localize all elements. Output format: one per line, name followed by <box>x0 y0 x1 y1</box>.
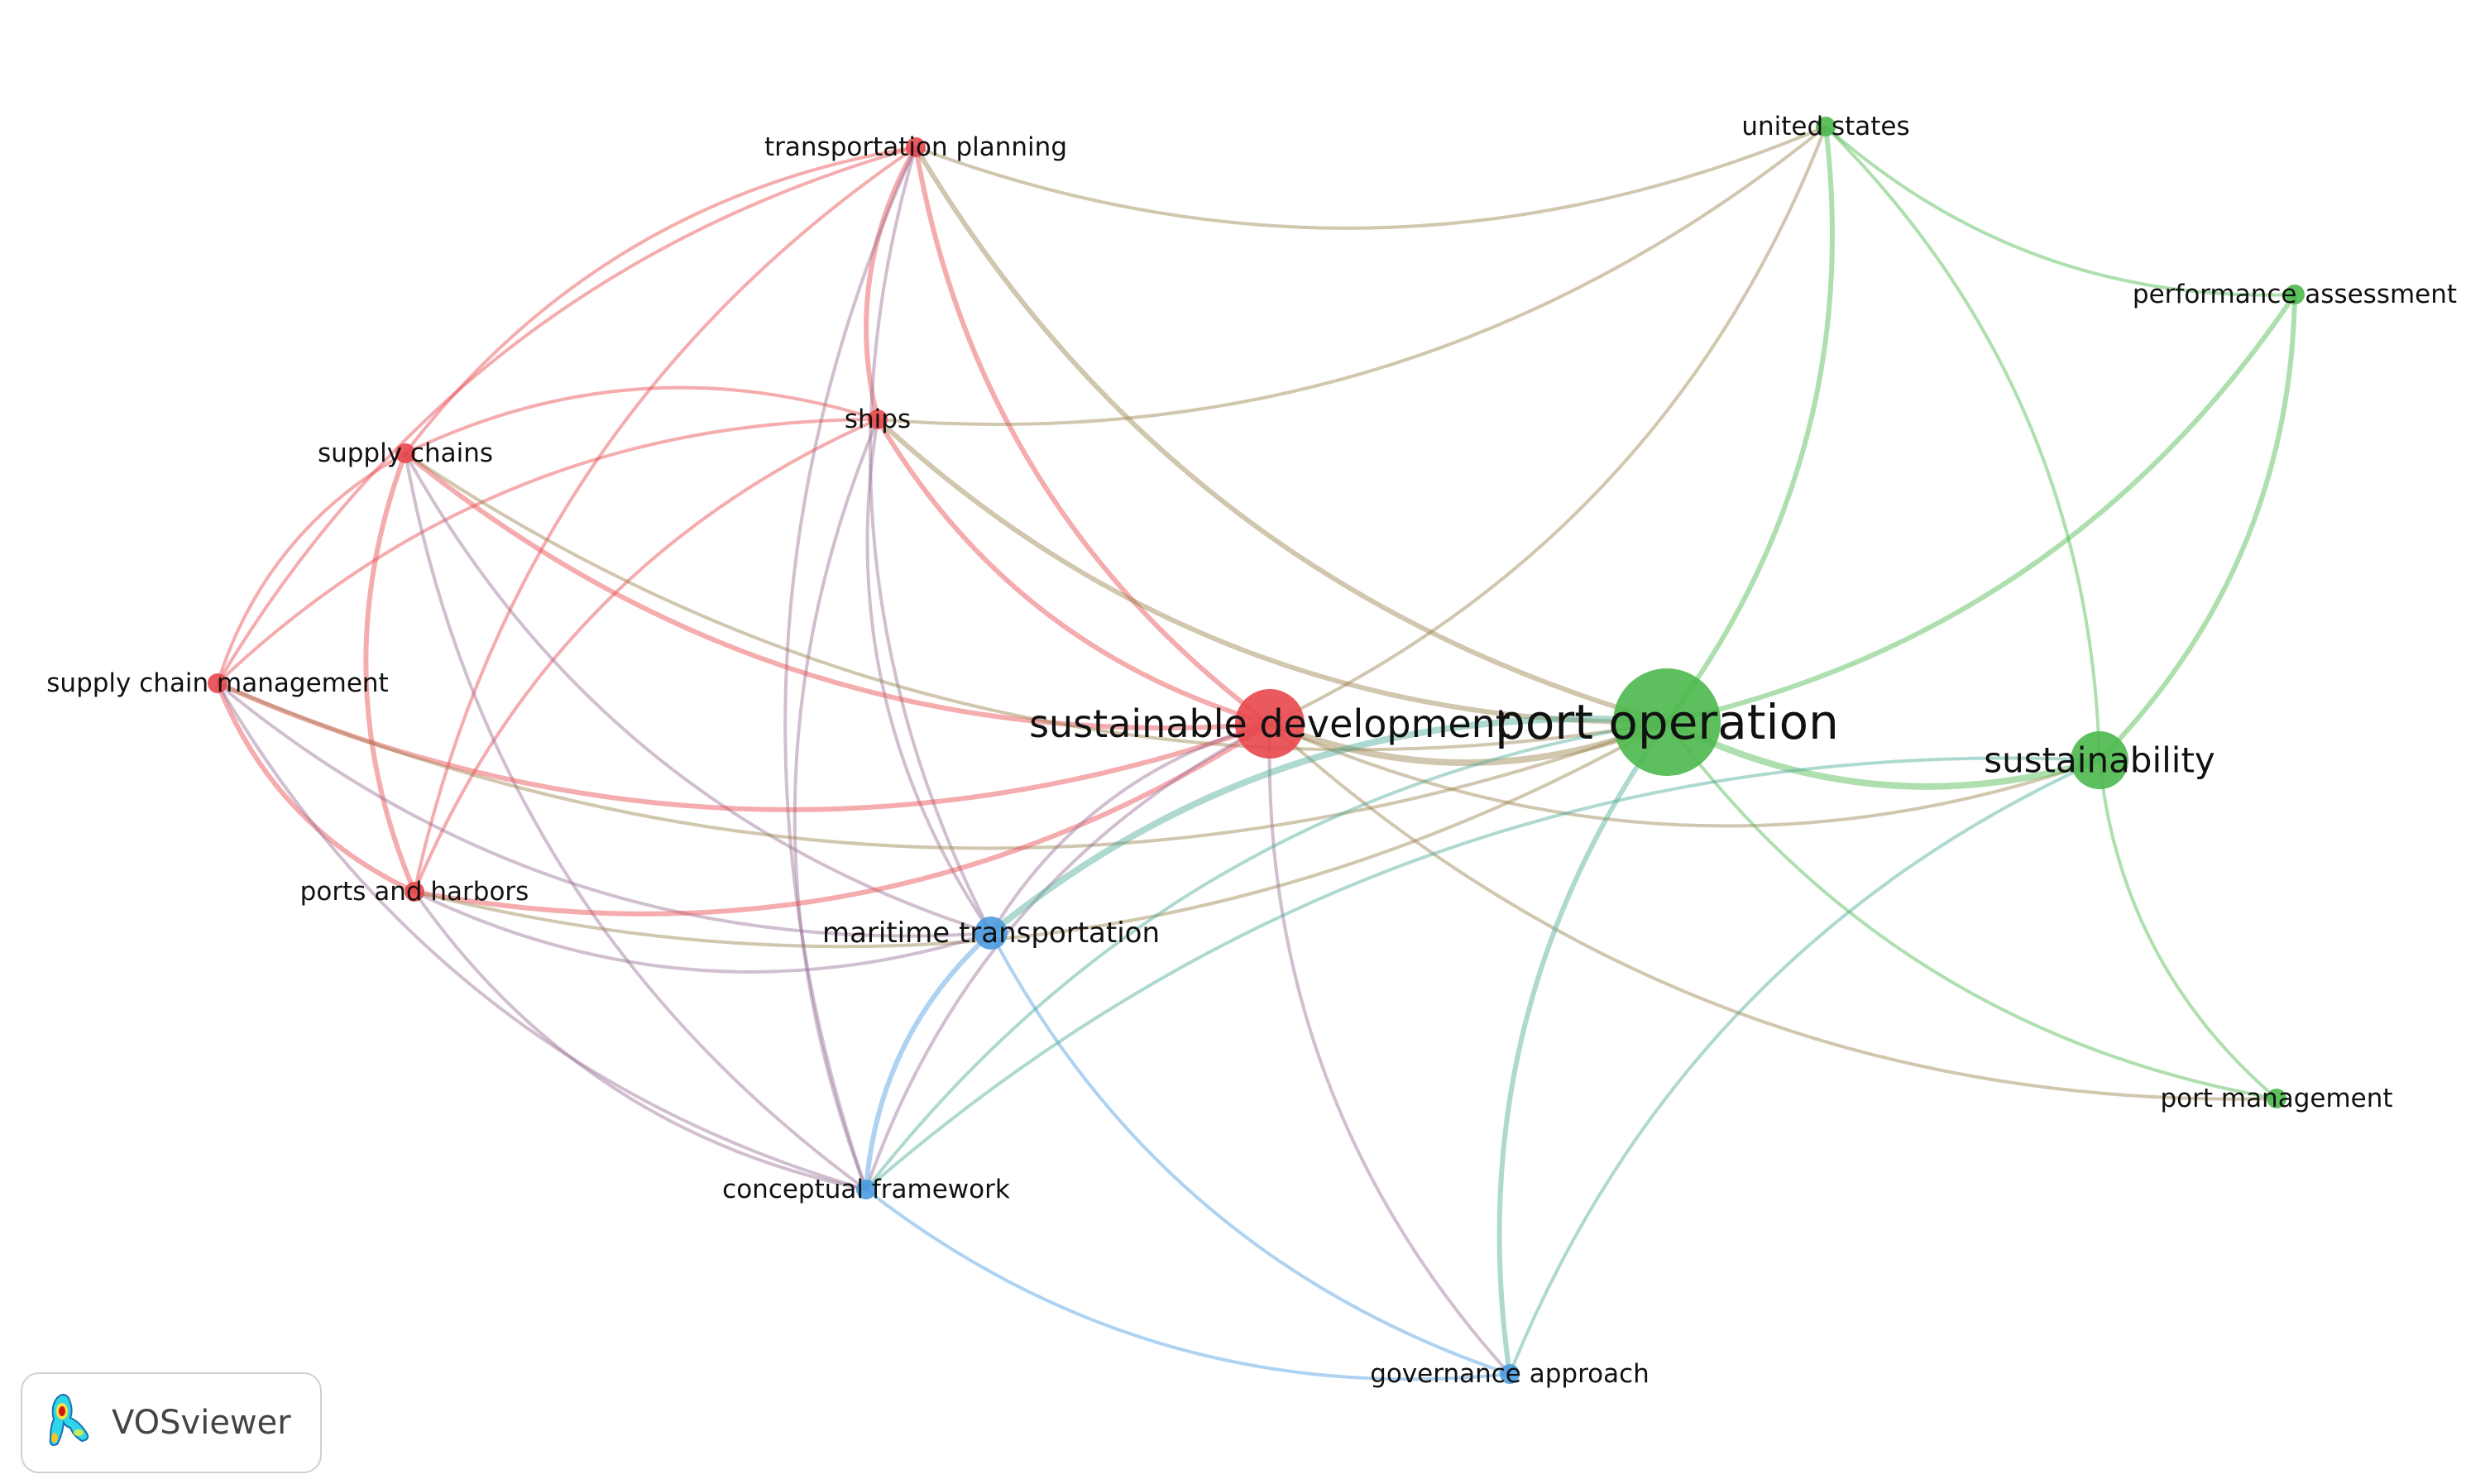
node-united-states[interactable] <box>1816 117 1836 136</box>
node-ports-and-harbors[interactable] <box>405 882 424 902</box>
link-sustainable-development-to-conceptual-framework <box>864 722 1271 1190</box>
link-ships-to-maritime-transportation <box>865 419 993 935</box>
link-transportation-planning-to-sustainable-development <box>913 146 1271 726</box>
link-ships-to-supply-chains <box>405 385 879 455</box>
link-port-operation-to-maritime-transportation <box>989 716 1668 936</box>
node-label[interactable]: supply chains <box>318 438 493 468</box>
link-ports-and-harbors-to-maritime-transportation <box>414 890 992 974</box>
node-supply-chain-management[interactable] <box>208 673 227 693</box>
link-sustainability-to-united-states <box>1824 125 2101 761</box>
link-supply-chains-to-sustainable-development <box>404 451 1271 730</box>
link-supply-chain-management-to-conceptual-framework <box>216 682 867 1191</box>
link-transportation-planning-to-maritime-transportation <box>869 146 993 934</box>
link-supply-chain-management-to-sustainable-development <box>216 681 1271 812</box>
node-label[interactable]: transportation planning <box>764 132 1067 162</box>
node-label[interactable]: conceptual framework <box>722 1175 1010 1204</box>
link-supply-chains-to-ports-and-harbors <box>363 452 417 893</box>
link-supply-chain-management-to-maritime-transportation <box>216 682 992 938</box>
nodes-layer <box>208 117 2305 1384</box>
link-sustainability-to-port-management <box>2098 759 2278 1100</box>
link-ships-to-united-states <box>877 125 1827 426</box>
link-transportation-planning-to-port-operation <box>913 146 1668 725</box>
vosviewer-logo: VOSviewer <box>21 1372 322 1473</box>
link-transportation-planning-to-ports-and-harbors <box>413 146 917 893</box>
link-supply-chain-management-to-port-operation <box>217 682 1668 850</box>
node-label[interactable]: sustainability <box>1984 740 2215 781</box>
link-maritime-transportation-to-conceptual-framework <box>864 931 994 1190</box>
node-conceptual-framework[interactable] <box>856 1180 876 1199</box>
node-sustainable-development[interactable] <box>1235 689 1305 759</box>
link-sustainable-development-to-sustainability <box>1269 722 2100 828</box>
link-transportation-planning-to-ships <box>864 146 918 420</box>
link-sustainable-development-to-port-management <box>1268 722 2277 1101</box>
link-ports-and-harbors-to-sustainable-development <box>414 721 1271 917</box>
node-label[interactable]: sustainable development <box>1029 701 1511 746</box>
link-sustainable-development-to-maritime-transportation <box>989 722 1271 935</box>
link-transportation-planning-to-supply-chain-management <box>216 146 917 685</box>
link-supply-chains-to-conceptual-framework <box>404 452 868 1191</box>
link-conceptual-framework-to-governance-approach <box>864 1188 1511 1381</box>
link-port-operation-to-port-management <box>1665 720 2277 1100</box>
node-performance-assessment[interactable] <box>2285 285 2305 304</box>
link-sustainable-development-to-united-states <box>1269 126 1827 725</box>
link-ships-to-ports-and-harbors <box>413 418 879 893</box>
link-ships-to-conceptual-framework <box>792 419 879 1190</box>
link-supply-chains-to-maritime-transportation <box>404 452 992 935</box>
link-transportation-planning-to-united-states <box>915 125 1827 230</box>
node-label[interactable]: maritime transportation <box>822 917 1160 950</box>
link-port-operation-to-conceptual-framework <box>864 720 1668 1191</box>
link-port-operation-to-sustainability <box>1665 719 2101 790</box>
link-ports-and-harbors-to-port-operation <box>414 720 1668 949</box>
node-sustainability[interactable] <box>2071 731 2128 789</box>
link-maritime-transportation-to-governance-approach <box>989 932 1511 1376</box>
link-supply-chains-to-supply-chain-management <box>216 452 406 684</box>
link-united-states-to-performance-assessment <box>1824 125 2296 297</box>
node-transportation-planning[interactable] <box>906 137 926 157</box>
link-sustainable-development-to-governance-approach <box>1267 723 1511 1376</box>
link-ships-to-supply-chain-management <box>216 418 879 685</box>
link-ships-to-port-operation <box>875 417 1668 725</box>
vosviewer-heatmap-icon <box>49 1394 89 1446</box>
link-sustainability-to-conceptual-framework <box>864 756 2100 1191</box>
link-transportation-planning-to-supply-chains <box>404 146 917 455</box>
link-port-operation-to-governance-approach <box>1496 720 1669 1375</box>
node-label[interactable]: ports and harbors <box>300 877 529 907</box>
labels-layer: transportation planning ships supply chain… <box>46 112 2457 1389</box>
node-label[interactable]: port operation <box>1495 694 1839 750</box>
node-label[interactable]: performance assessment <box>2133 280 2457 309</box>
link-sustainability-to-performance-assessment <box>2097 294 2297 763</box>
node-label[interactable]: ships <box>845 405 911 434</box>
node-label[interactable]: governance approach <box>1370 1359 1649 1389</box>
link-sustainability-to-governance-approach <box>1508 759 2100 1375</box>
node-supply-chains[interactable] <box>395 443 415 463</box>
link-transportation-planning-to-conceptual-framework <box>783 146 917 1190</box>
node-port-operation[interactable] <box>1613 668 1721 776</box>
node-port-management[interactable] <box>2267 1089 2286 1108</box>
node-ships[interactable] <box>868 409 888 429</box>
node-maritime-transportation[interactable] <box>974 917 1008 950</box>
link-sustainable-development-to-port-operation <box>1268 719 1669 766</box>
links-layer <box>215 125 2297 1381</box>
link-ports-and-harbors-to-conceptual-framework <box>413 890 867 1191</box>
link-supply-chain-management-to-ports-and-harbors <box>215 682 416 894</box>
link-supply-chains-to-port-operation <box>404 452 1668 752</box>
node-governance-approach[interactable] <box>1500 1364 1520 1384</box>
link-port-operation-to-performance-assessment <box>1666 293 2297 725</box>
node-label[interactable]: supply chain management <box>46 668 388 698</box>
link-ships-to-sustainable-development <box>875 418 1271 726</box>
node-label[interactable]: united states <box>1741 112 1909 141</box>
link-port-operation-to-united-states <box>1664 126 1835 724</box>
vosviewer-logo-text: VOSviewer <box>112 1404 291 1442</box>
node-label[interactable]: port management <box>2160 1084 2392 1113</box>
